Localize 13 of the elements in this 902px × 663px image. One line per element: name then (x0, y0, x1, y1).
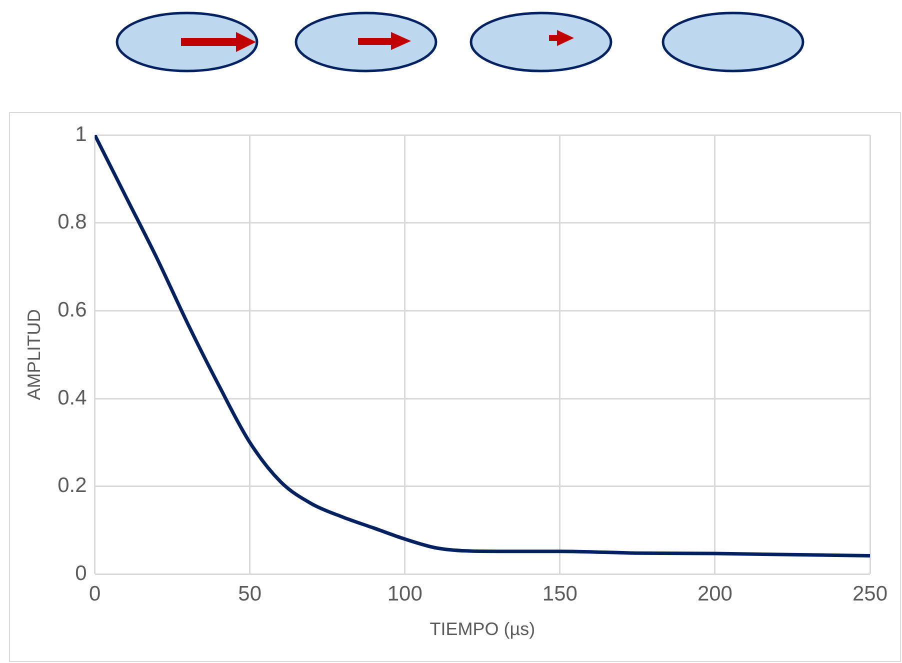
y-tick-label: 0.2 (58, 474, 87, 498)
y-tick-label: 0.6 (58, 298, 87, 322)
y-tick-label: 0.8 (58, 210, 87, 234)
y-tick-label: 0 (75, 562, 87, 585)
x-tick-label: 100 (387, 582, 422, 606)
y-tick-label: 1 (75, 122, 87, 146)
y-axis-title: AMPLITUD (24, 309, 44, 400)
x-tick-label: 250 (852, 582, 888, 606)
y-tick-label: 0.4 (58, 386, 88, 410)
x-tick-label: 200 (697, 582, 732, 606)
x-axis-title: TIEMPO (µs) (430, 619, 536, 640)
x-tick-label: 50 (238, 582, 262, 606)
x-tick-label: 150 (542, 582, 578, 606)
